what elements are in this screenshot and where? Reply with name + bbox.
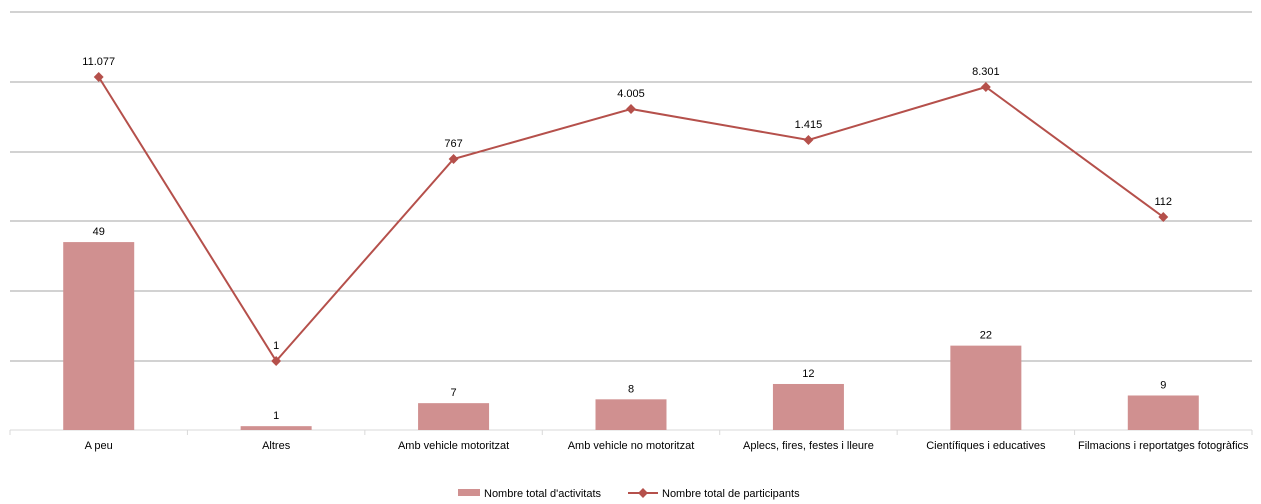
x-tick-label: Aplecs, fires, festes i lleure xyxy=(743,440,874,452)
line-data-label: 4.005 xyxy=(617,88,645,100)
legend-line-label: Nombre total de participants xyxy=(662,488,800,500)
line-point xyxy=(1158,212,1169,222)
legend-bar-swatch xyxy=(458,489,480,496)
legend: Nombre total d'activitats Nombre total de… xyxy=(458,488,800,500)
legend-bar-label: Nombre total d'activitats xyxy=(484,488,602,500)
bar xyxy=(240,426,312,430)
legend-line-marker xyxy=(638,488,648,498)
line-point xyxy=(93,72,104,82)
x-tick-label: Científiques i educatives xyxy=(926,440,1046,452)
line-data-label: 8.301 xyxy=(972,66,1000,78)
participants-line xyxy=(97,76,1164,363)
bar-data-label: 9 xyxy=(1160,379,1166,391)
bar xyxy=(950,345,1022,430)
bar xyxy=(1127,395,1199,430)
x-tick-label: Filmacions i reportatges fotogràfics xyxy=(1078,440,1249,452)
bar-data-label: 1 xyxy=(273,410,279,422)
bar-data-label: 49 xyxy=(93,226,105,238)
line-point xyxy=(448,154,459,164)
line-data-label: 1.415 xyxy=(795,119,823,131)
bar-data-label: 8 xyxy=(628,383,634,395)
bar xyxy=(772,383,844,430)
line-point xyxy=(271,356,282,366)
bar-data-label: 7 xyxy=(451,387,457,399)
line-data-label: 112 xyxy=(1155,196,1173,208)
x-tick-label: A peu xyxy=(85,440,113,452)
x-tick-label: Altres xyxy=(262,440,291,452)
line-data-label: 1 xyxy=(273,340,279,352)
bar xyxy=(418,403,490,430)
x-tick-label: Amb vehicle no motoritzat xyxy=(568,440,695,452)
x-tick-label: Amb vehicle motoritzat xyxy=(398,440,509,452)
bar xyxy=(63,242,135,430)
bar xyxy=(595,399,667,430)
line-data-label: 767 xyxy=(444,138,462,150)
line-point xyxy=(626,104,636,114)
line-point xyxy=(803,135,814,145)
bar-data-label: 12 xyxy=(802,368,814,380)
line-data-label: 11.077 xyxy=(82,56,115,68)
bar-data-label: 22 xyxy=(980,330,992,342)
line-point xyxy=(980,82,991,92)
